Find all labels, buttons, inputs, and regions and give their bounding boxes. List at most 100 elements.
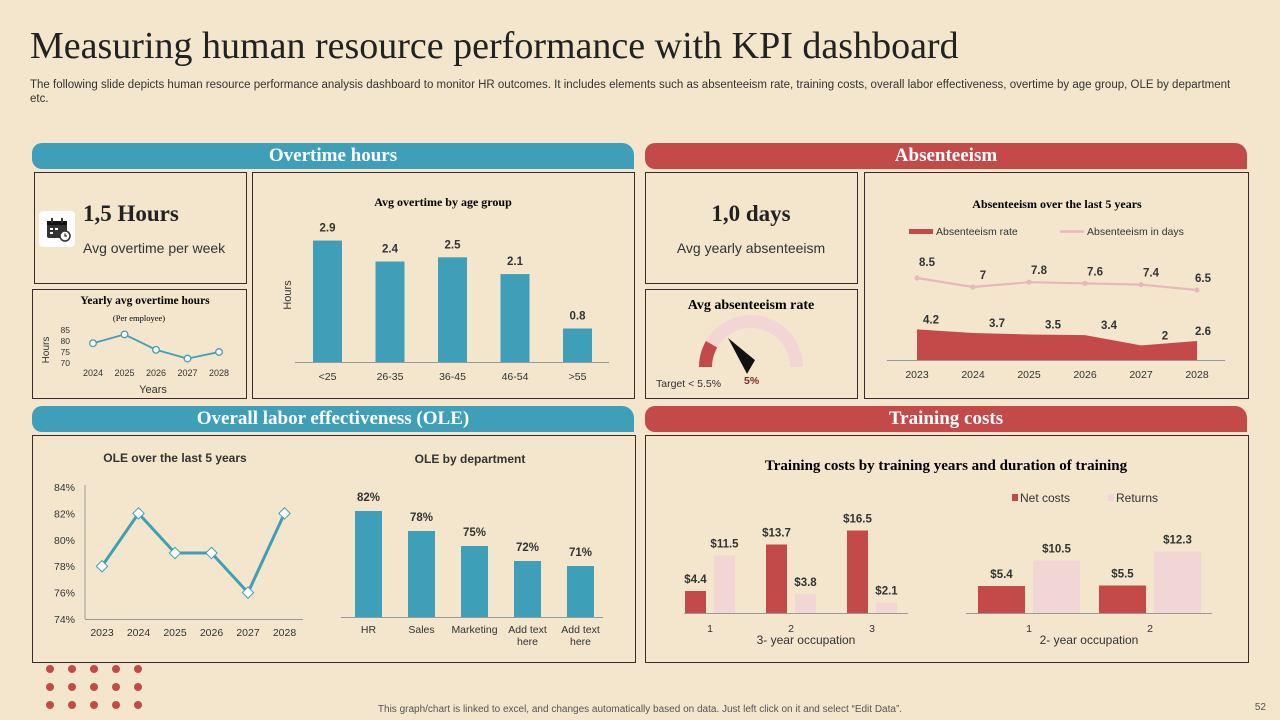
ole-ytick: 76% [54, 588, 75, 600]
ole-dept-title: OLE by department [415, 452, 526, 466]
overtime-age-bar [500, 274, 530, 362]
absenteeism-rate-label: 3.7 [989, 318, 1005, 330]
page-subtitle: The following slide depicts human resour… [30, 79, 1231, 105]
ole-ytick: 84% [54, 482, 75, 494]
decorative-dot [46, 683, 54, 691]
yearly-ytick: 85 [61, 325, 71, 335]
absenteeism-xtick: 2023 [905, 369, 929, 381]
legend-returns-label: Returns [1116, 491, 1158, 505]
training-netcost-bar [1099, 585, 1146, 613]
legend-netcosts-swatch [1012, 494, 1018, 501]
training-netcost-bar [847, 530, 868, 613]
absenteeism-days-line [916, 276, 1198, 292]
absenteeism-kpi-value: 1,0 days [711, 201, 791, 226]
ole-trend-line [100, 511, 286, 596]
yearly-overtime-ylabel: Hours [41, 337, 52, 364]
ole-xtick: 2023 [90, 627, 114, 639]
absenteeism-days-point [1082, 280, 1088, 286]
absenteeism-days-point [1138, 282, 1144, 288]
ole-dept-value: 82% [357, 492, 380, 504]
absenteeism-days-point [1026, 279, 1032, 285]
absenteeism-xtick: 2026 [1073, 369, 1097, 381]
decorative-dots [46, 665, 142, 709]
absenteeism-gauge: Avg absenteeism rate Target < 5.5% 5% [656, 298, 814, 390]
training-netcost-label: $5.4 [990, 569, 1013, 581]
absenteeism-rate-label: 2 [1162, 330, 1168, 342]
yearly-overtime-point [183, 354, 192, 363]
overtime-kpi-card: 1,5 Hours Avg overtime per week [34, 172, 247, 284]
training-category: 2 [788, 623, 794, 635]
footer-note: This graph/chart is linked to excel, and… [377, 704, 903, 715]
overtime-age-category: 36-45 [439, 371, 466, 383]
training-returns-bar [1033, 560, 1080, 613]
training-netcost-label: $16.5 [843, 514, 872, 526]
ole-trend-point [241, 586, 255, 599]
legend-rate-swatch [909, 229, 933, 234]
page-title: Measuring human resource performance wit… [30, 25, 959, 67]
yearly-ytick: 80 [61, 336, 71, 346]
overtime-kpi-value: 1,5 Hours [83, 201, 179, 226]
absenteeism-xtick: 2028 [1185, 369, 1209, 381]
decorative-dot [90, 683, 98, 691]
legend-days-label: Absenteeism in days [1087, 226, 1184, 238]
legend-rate-label: Absenteeism rate [936, 226, 1018, 238]
overtime-age-bar [563, 328, 592, 362]
gauge-track [699, 315, 803, 367]
training-group-label: 3- year occupation [757, 633, 856, 647]
gauge-fill [699, 341, 718, 367]
legend-netcosts-label: Net costs [1020, 491, 1070, 505]
training-title: Training costs by training years and dur… [765, 458, 1128, 474]
ole-dept-bar [514, 561, 541, 617]
training-returns-label: $3.8 [794, 577, 817, 589]
absenteeism-days-label: 7 [980, 270, 986, 282]
yearly-ytick: 70 [61, 358, 71, 368]
yearly-xtick: 2027 [177, 368, 197, 378]
training-netcost-bar [978, 586, 1025, 613]
ole-trend-point [95, 559, 109, 573]
absenteeism-kpi-label: Avg yearly absenteeism [676, 240, 826, 256]
yearly-overtime-point [215, 348, 223, 356]
yearly-xtick: 2025 [114, 368, 134, 378]
ole-dept-bar [567, 566, 594, 617]
overtime-age-title: Avg overtime by age group [374, 195, 512, 209]
ole-dept-value: 71% [569, 547, 592, 559]
ole-xtick: 2026 [200, 627, 224, 639]
absenteeism-days-point [1194, 287, 1200, 293]
overtime-age-category: 26-35 [377, 371, 404, 383]
absenteeism-trend-panel: Absenteeism over the last 5 years Absent… [864, 172, 1249, 399]
training-returns-bar [795, 594, 816, 613]
training-returns-label: $2.1 [875, 586, 898, 598]
ole-trend-point [278, 507, 291, 520]
overtime-age-value: 2.1 [507, 256, 524, 268]
training-category: 1 [707, 623, 713, 635]
ole-xtick: 2028 [273, 627, 297, 639]
absenteeism-xtick: 2024 [961, 369, 985, 381]
absenteeism-days-label: 7.6 [1087, 266, 1103, 278]
gauge-needle [728, 338, 755, 374]
ole-dept-value: 72% [516, 542, 539, 554]
yearly-xtick: 2028 [209, 368, 229, 378]
overtime-age-ylabel: Hours [282, 280, 294, 310]
absenteeism-days-point [914, 275, 920, 281]
yearly-overtime-point [120, 330, 129, 339]
ole-trend-point [132, 507, 145, 520]
training-costs-chart: Training costs by training years and dur… [684, 458, 1212, 647]
overtime-age-bar [375, 261, 405, 362]
absenteeism-rate-label: 3.4 [1101, 320, 1118, 332]
training-returns-label: $10.5 [1042, 544, 1071, 556]
training-returns-label: $11.5 [710, 539, 739, 551]
decorative-dot [68, 665, 76, 673]
training-category: 2 [1147, 623, 1153, 635]
absenteeism-rate-label: 4.2 [923, 314, 939, 326]
ole-xtick: 2027 [236, 627, 260, 639]
page-number: 52 [1254, 702, 1266, 713]
ole-ytick: 80% [54, 535, 75, 547]
overtime-kpi-label: Avg overtime per week [83, 240, 226, 256]
absenteeism-gauge-panel: Avg absenteeism rate Target < 5.5% 5% [645, 289, 858, 399]
absenteeism-xtick: 2025 [1017, 369, 1041, 381]
decorative-dot [112, 683, 120, 691]
ole-ytick: 78% [54, 561, 75, 573]
yearly-overtime-xlabel: Years [139, 384, 167, 396]
decorative-dot [112, 701, 120, 709]
training-category: 3 [869, 623, 875, 635]
